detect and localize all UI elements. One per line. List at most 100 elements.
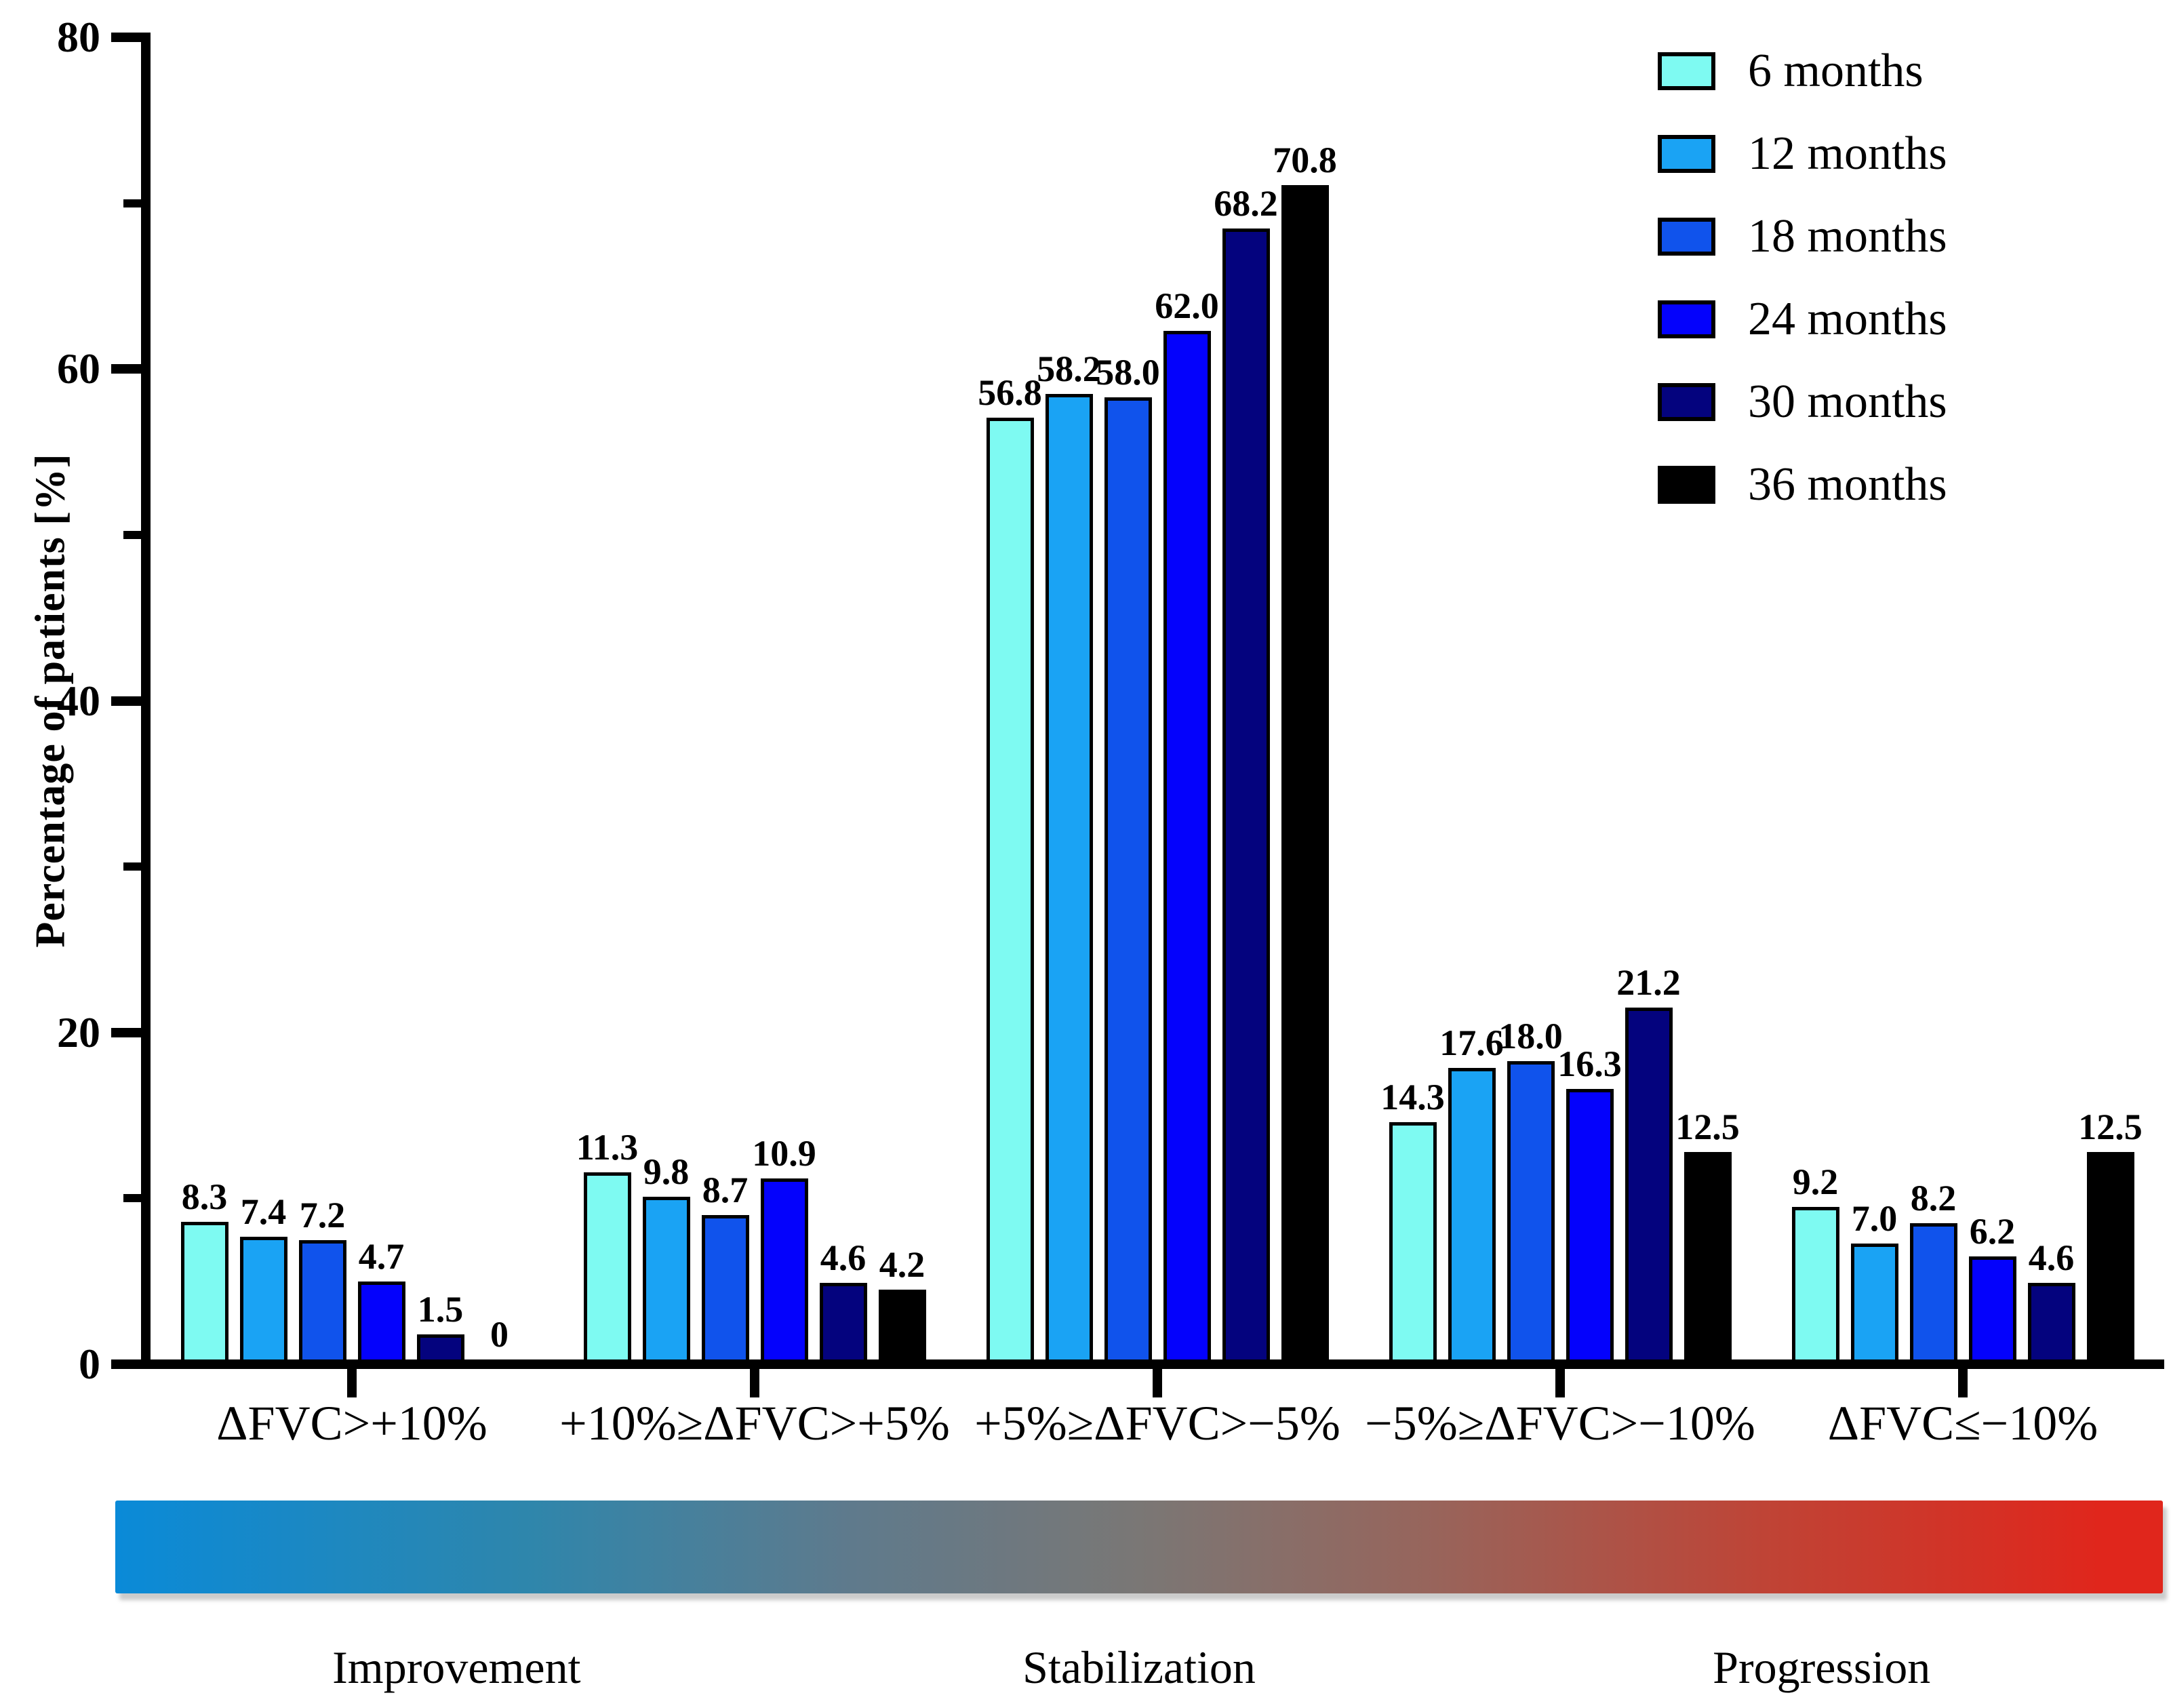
- bar-36-months-cat4: [1684, 1152, 1732, 1359]
- bar-value-label: 68.2: [1214, 183, 1278, 224]
- legend-swatch: [1658, 466, 1715, 504]
- x-category-label: +5%≥ΔFVC>−5%: [974, 1396, 1340, 1450]
- bar-slot: 70.8: [1273, 142, 1337, 1359]
- y-axis-line: [141, 33, 151, 1369]
- y-tick-label: 20: [57, 1008, 100, 1056]
- zone-label-progression: Progression: [1713, 1642, 1931, 1693]
- x-axis-line: [141, 1359, 2164, 1369]
- x-category-label: ΔFVC>+10%: [216, 1396, 487, 1450]
- bar-6-months-cat4: [1389, 1122, 1437, 1359]
- bar-value-label: 21.2: [1616, 962, 1681, 1003]
- bar-value-label: 58.2: [1037, 349, 1101, 389]
- bar-18-months-cat5: [1909, 1223, 1957, 1359]
- zone-label-stabilization: Stabilization: [1022, 1642, 1256, 1693]
- legend-item: 6 months: [1658, 47, 1947, 95]
- legend-label: 6 months: [1748, 45, 1924, 97]
- legend-item: 24 months: [1658, 296, 1947, 343]
- legend-item: 18 months: [1658, 213, 1947, 260]
- bar-12-months-cat4: [1448, 1068, 1496, 1359]
- y-tick-label: 0: [79, 1340, 100, 1388]
- bar-6-months-cat3: [986, 418, 1034, 1359]
- bar-value-label: 11.3: [576, 1127, 639, 1168]
- bar-6-months-cat5: [1791, 1207, 1839, 1359]
- bar-slot: 9.2: [1791, 1164, 1839, 1359]
- bar-value-label: 4.6: [2028, 1237, 2075, 1278]
- bar-slot: 21.2: [1616, 964, 1681, 1359]
- bar-slot: 58.2: [1037, 351, 1101, 1359]
- bar-slot: 4.7: [357, 1238, 405, 1359]
- bar-slot: 7.0: [1850, 1200, 1898, 1359]
- bar-slot: 4.6: [2027, 1239, 2075, 1359]
- bar-value-label: 4.7: [358, 1236, 405, 1277]
- y-major-tick: [111, 696, 141, 706]
- bar-24-months-cat5: [1968, 1256, 2016, 1359]
- y-major-tick: [111, 1359, 141, 1369]
- bar-30-months-cat1: [416, 1334, 464, 1359]
- bar-group-5: 9.2 7.0 8.2 6.2 4.6 12.5: [1791, 1109, 2143, 1359]
- bar-group-2: 11.3 9.8 8.7 10.9 4.6 4.2: [576, 1129, 926, 1359]
- bar-group-4: 14.3 17.6 18.0 16.3 21.2 12.5: [1380, 964, 1740, 1359]
- bar-value-label: 9.8: [643, 1151, 690, 1192]
- bar-value-label: 17.6: [1439, 1022, 1504, 1063]
- bar-6-months-cat2: [583, 1172, 631, 1359]
- bar-slot: 10.9: [752, 1135, 816, 1359]
- bar-value-label: 18.0: [1498, 1016, 1563, 1056]
- bar-value-label: 6.2: [1969, 1211, 2016, 1252]
- bar-12-months-cat2: [642, 1197, 690, 1359]
- legend-label: 12 months: [1748, 127, 1947, 180]
- y-minor-tick: [123, 862, 141, 871]
- bar-value-label: 62.0: [1155, 285, 1219, 326]
- legend-label: 24 months: [1748, 293, 1947, 345]
- bar-value-label: 7.4: [240, 1191, 287, 1232]
- x-category-label: +10%≥ΔFVC>+5%: [559, 1396, 950, 1450]
- x-tick: [1958, 1369, 1968, 1397]
- bar-slot: 12.5: [1675, 1109, 1740, 1359]
- legend: 6 months 12 months 18 months 24 months 30 mo…: [1658, 47, 1947, 549]
- bar-30-months-cat3: [1222, 229, 1270, 1359]
- bar-value-label: 10.9: [752, 1133, 816, 1174]
- bar-24-months-cat4: [1566, 1089, 1614, 1359]
- x-tick: [347, 1369, 357, 1397]
- x-category-label: −5%≥ΔFVC>−10%: [1365, 1396, 1755, 1450]
- legend-label: 36 months: [1748, 458, 1947, 511]
- bar-slot: 56.8: [978, 374, 1042, 1359]
- x-category-label: ΔFVC≤−10%: [1827, 1396, 2098, 1450]
- bar-value-label: 0: [490, 1314, 509, 1355]
- bar-12-months-cat1: [239, 1237, 287, 1359]
- bar-value-label: 70.8: [1273, 140, 1337, 180]
- bar-6-months-cat1: [180, 1222, 228, 1359]
- legend-label: 18 months: [1748, 210, 1947, 262]
- bar-slot: 8.3: [180, 1178, 228, 1359]
- bar-group-3: 56.8 58.2 58.0 62.0 68.2 70.8: [978, 142, 1337, 1359]
- bar-18-months-cat4: [1507, 1061, 1555, 1359]
- bar-value-label: 12.5: [2078, 1107, 2143, 1147]
- bar-slot: 4.6: [819, 1239, 867, 1359]
- y-tick-label: 80: [57, 13, 100, 62]
- bar-value-label: 9.2: [1792, 1161, 1839, 1202]
- legend-label: 30 months: [1748, 376, 1947, 428]
- y-minor-tick: [123, 1194, 141, 1203]
- legend-swatch: [1658, 218, 1715, 256]
- bar-value-label: 8.2: [1910, 1178, 1957, 1218]
- bar-value-label: 58.0: [1096, 352, 1160, 393]
- zone-labels: Improvement Stabilization Progression: [115, 1641, 2163, 1694]
- bar-slot: 11.3: [576, 1129, 638, 1359]
- bar-36-months-cat5: [2086, 1152, 2134, 1359]
- zone-label-improvement: Improvement: [332, 1642, 581, 1693]
- bar-value-label: 8.7: [702, 1170, 749, 1210]
- bar-slot: 12.5: [2078, 1109, 2143, 1359]
- legend-swatch: [1658, 135, 1715, 173]
- bar-slot: 6.2: [1968, 1213, 2016, 1359]
- bar-value-label: 4.2: [879, 1244, 925, 1285]
- bar-value-label: 1.5: [417, 1289, 464, 1330]
- y-major-tick: [111, 1027, 141, 1037]
- bar-value-label: 7.2: [299, 1195, 346, 1235]
- bar-18-months-cat3: [1104, 397, 1152, 1359]
- legend-item: 30 months: [1658, 378, 1947, 426]
- y-minor-tick: [123, 199, 141, 207]
- y-major-tick: [111, 364, 141, 374]
- bar-slot: 8.7: [701, 1172, 749, 1359]
- y-tick-label: 40: [57, 676, 100, 725]
- x-tick: [750, 1369, 759, 1397]
